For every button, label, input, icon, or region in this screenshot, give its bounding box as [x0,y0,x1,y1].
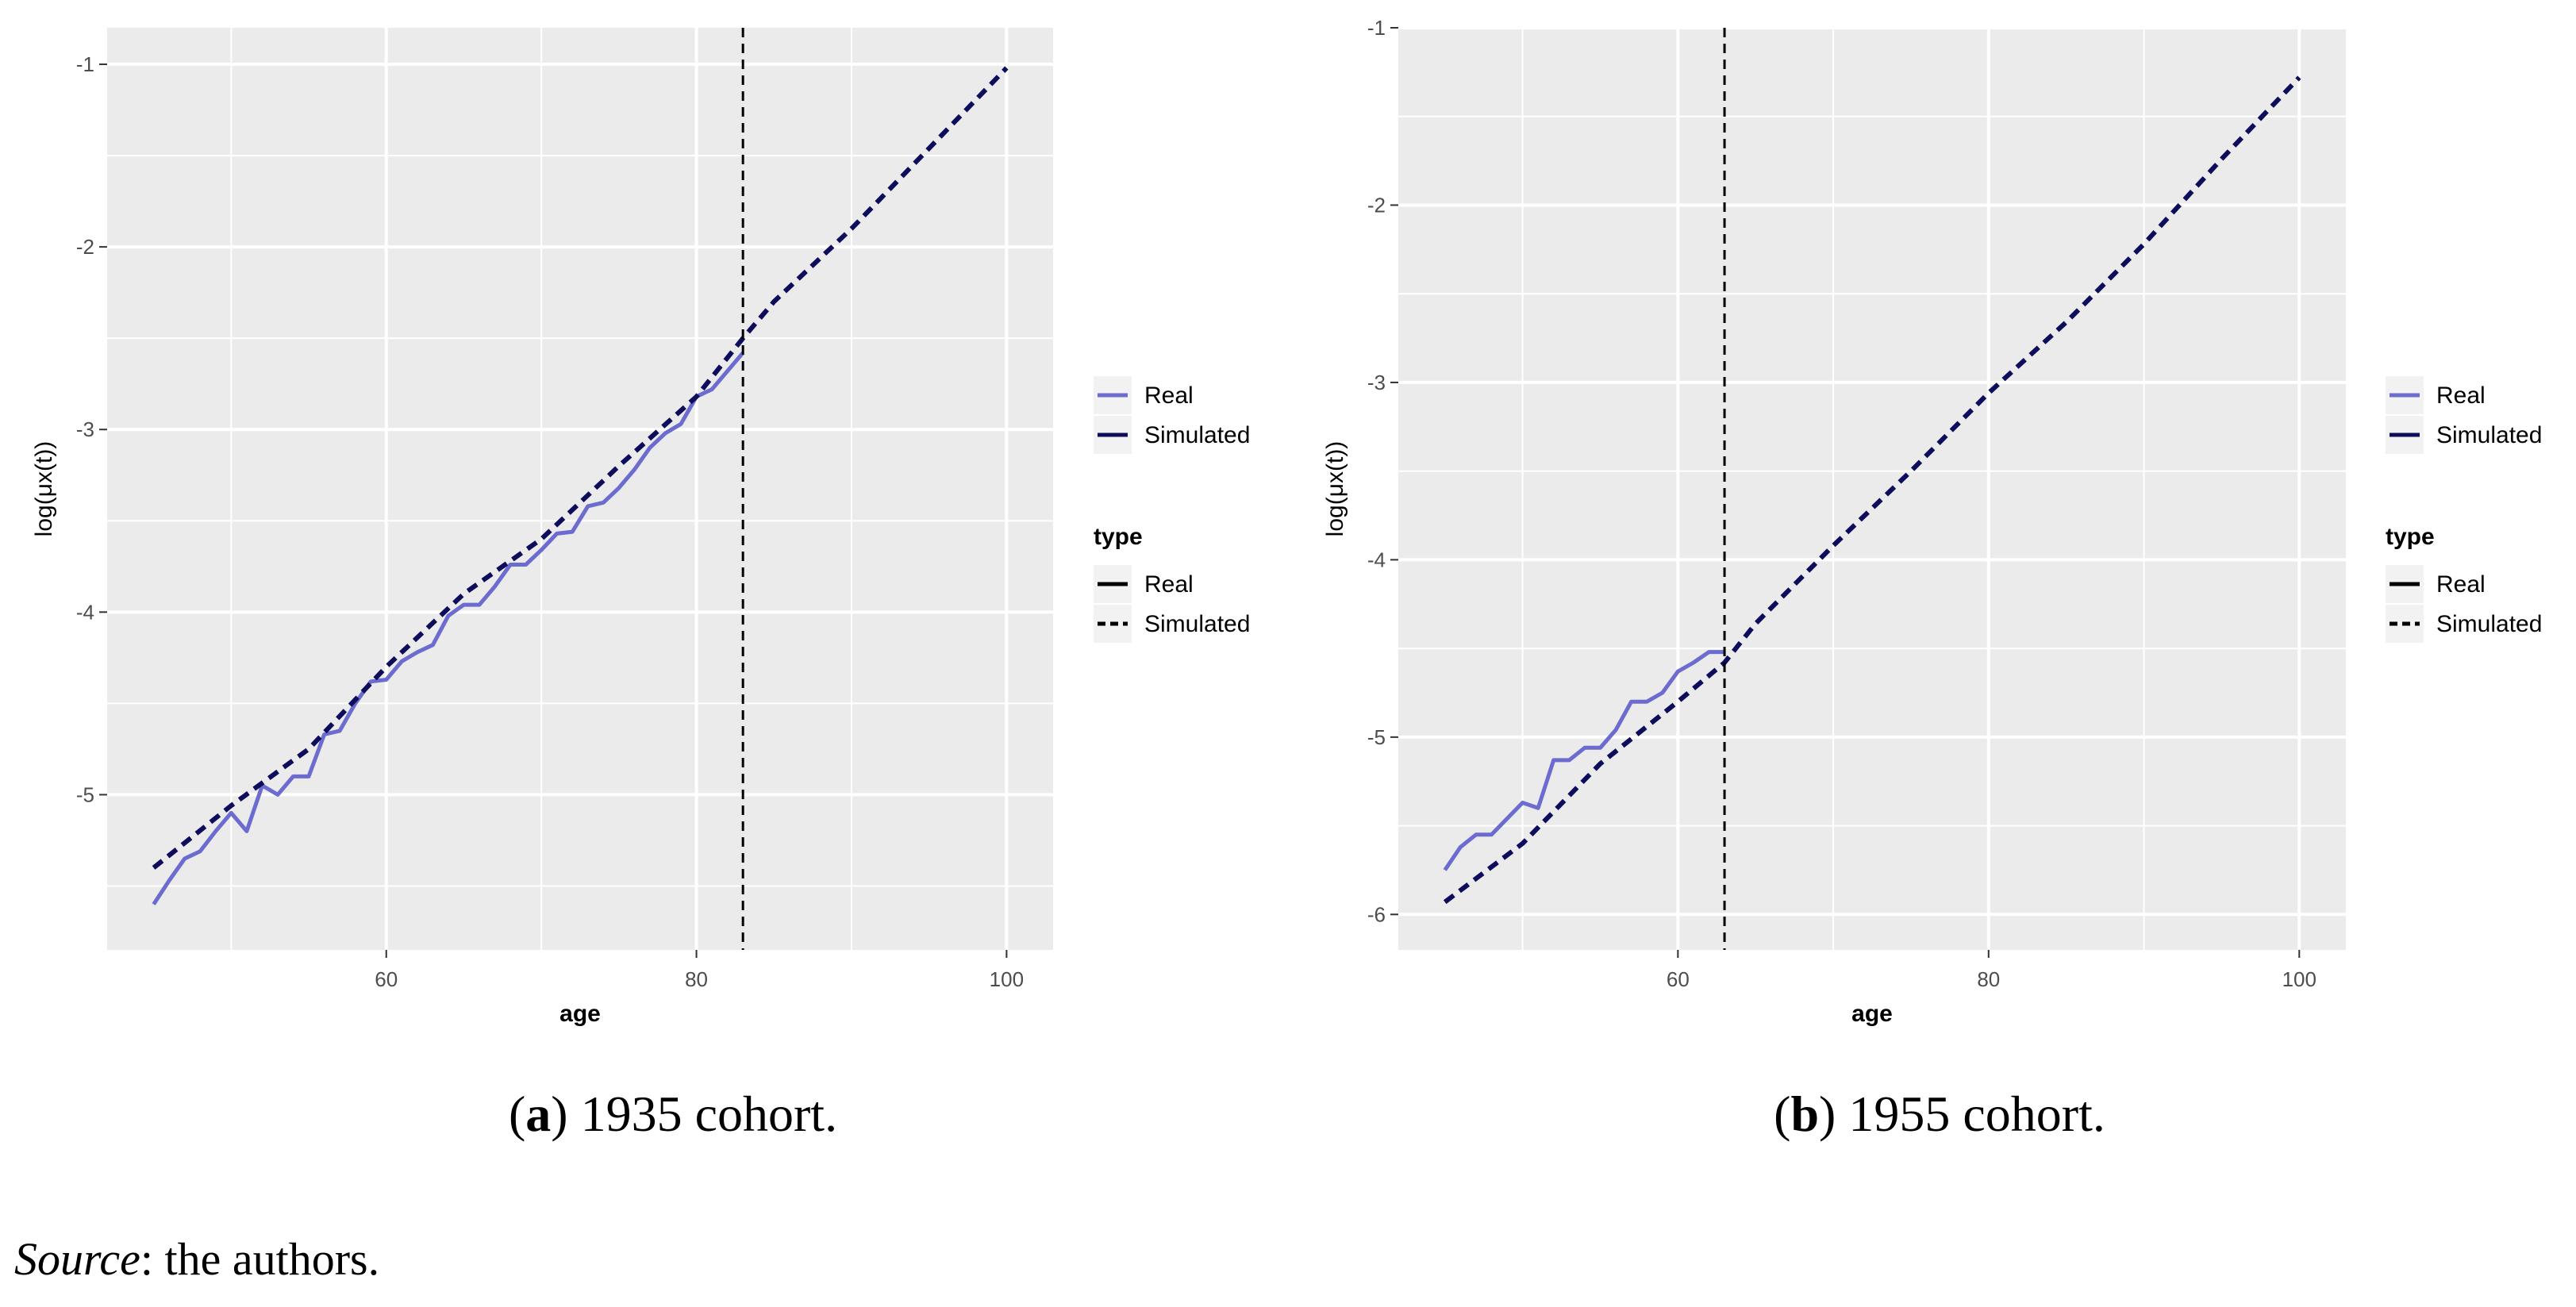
source-text: : the authors. [140,1233,379,1285]
source-label: Source [14,1233,140,1285]
y-tick-label: -3 [1367,371,1386,394]
plot-background-b [1398,28,2346,950]
x-tick-label: 60 [1667,967,1690,991]
x-tick-label: 100 [2282,967,2316,991]
x-axis-title: age [559,1001,601,1027]
series-line-real [152,351,745,905]
x-tick-label: 60 [375,967,398,991]
y-tick-label: -4 [1367,548,1386,571]
x-tick-label: 80 [1977,967,2000,991]
y-axis-title: log(μx(t)) [1322,441,1348,537]
legend-colour-label: Real [2436,382,2486,409]
legend-colour-label: Simulated [1144,422,1250,448]
y-tick-label: -4 [76,600,94,624]
x-tick-label: 100 [990,967,1024,991]
legend-linetype-label: Simulated [1144,611,1250,637]
y-tick-label: -1 [1367,16,1386,40]
x-tick-label: 80 [685,967,708,991]
series-line-simulated [152,66,1009,870]
legend-colour-label: Real [1144,382,1194,409]
y-tick-label: -6 [1367,902,1386,926]
y-tick-label: -3 [76,417,94,441]
caption-b-letter: b [1790,1086,1819,1142]
plot-background-a [107,28,1053,950]
caption-a-letter: a [525,1086,551,1142]
caption-a: (a) 1935 cohort. [509,1086,837,1142]
y-tick-label: -5 [76,782,94,806]
caption-a-text: ) 1935 cohort. [551,1086,837,1142]
legend-linetype-label: Real [2436,571,2486,598]
x-axis-title: age [1851,1001,1893,1027]
legend-colour-label: Simulated [2436,422,2542,448]
y-tick-label: -2 [1367,193,1386,217]
chart-panel-b: 60 80 100 -6 -5 -4 -3 -2 -1 age log(μx(t)) Real Simu… [1322,16,2542,1027]
chart-panel-a: 60 80 100 -5 -4 -3 -2 -1 age log(μx(t)) Real Simula… [31,28,1250,1027]
y-tick-label: -5 [1367,725,1386,749]
y-axis-title: log(μx(t)) [31,441,57,537]
source-note: Source: the authors. [14,1233,379,1285]
y-tick-label: -1 [76,52,94,76]
caption-b: (b) 1955 cohort. [1774,1086,2105,1142]
y-tick-label: -2 [76,235,94,259]
legend-linetype-label: Real [1144,571,1194,598]
caption-b-text: ) 1955 cohort. [1819,1086,2105,1142]
legend-linetype-label: Simulated [2436,611,2542,637]
legend-linetype-title: type [2386,524,2435,550]
series-line-simulated [1443,75,2301,905]
series-line-real [1443,650,1724,871]
legend-linetype-title: type [1094,524,1143,550]
